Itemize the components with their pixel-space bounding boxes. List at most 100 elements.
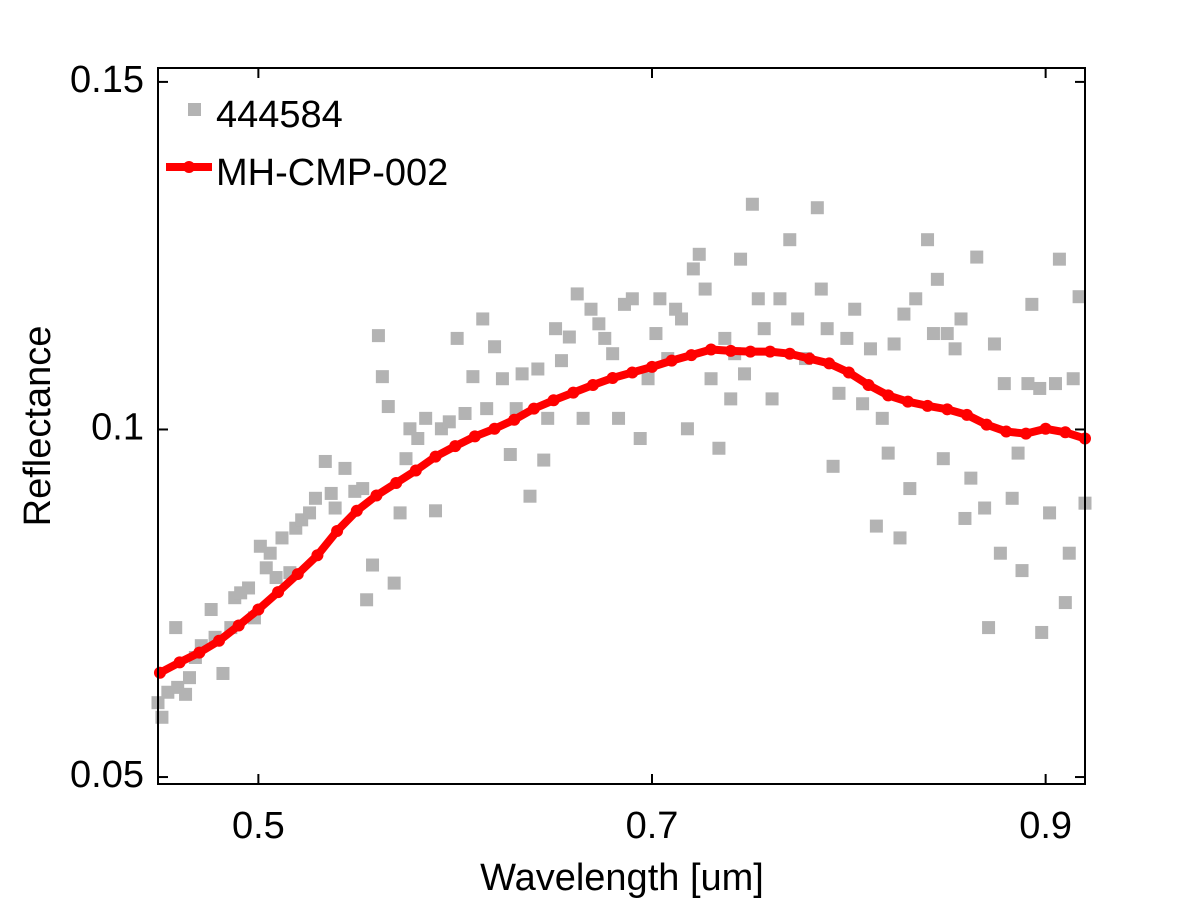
scatter-point xyxy=(161,685,175,699)
scatter-point xyxy=(1058,596,1072,610)
scatter-point xyxy=(863,342,877,356)
scatter-point xyxy=(1066,372,1080,386)
line-marker xyxy=(193,646,206,659)
scatter-point xyxy=(488,340,502,354)
line-marker xyxy=(1019,427,1032,440)
scatter-point xyxy=(356,482,370,496)
scatter-point xyxy=(1033,381,1047,395)
scatter-point xyxy=(954,312,968,326)
scatter-point xyxy=(826,459,840,473)
scatter-point xyxy=(606,347,620,361)
line-marker xyxy=(606,372,619,385)
scatter-point xyxy=(718,331,732,345)
x-tick-label: 0.7 xyxy=(626,805,679,847)
x-tick-label: 0.9 xyxy=(1019,805,1072,847)
scatter-point xyxy=(318,454,332,468)
scatter-point xyxy=(169,621,183,635)
scatter-point xyxy=(982,621,996,635)
scatter-point xyxy=(598,331,612,345)
line-marker xyxy=(449,440,462,453)
line-marker xyxy=(409,464,422,477)
line-marker xyxy=(744,345,757,358)
scatter-point xyxy=(987,337,1001,351)
line-marker xyxy=(331,524,344,537)
scatter-point xyxy=(531,362,545,376)
scatter-point xyxy=(495,372,509,386)
scatter-point xyxy=(641,372,655,386)
plot-frame xyxy=(157,67,1086,785)
scatter-point xyxy=(649,327,663,341)
line-marker xyxy=(842,366,855,379)
scatter-point xyxy=(881,446,895,460)
line-marker xyxy=(291,568,304,581)
scatter-point xyxy=(751,292,765,306)
scatter-point xyxy=(791,312,805,326)
line-marker xyxy=(626,366,639,379)
scatter-point xyxy=(810,201,824,215)
scatter-point xyxy=(848,302,862,316)
line-marker xyxy=(252,603,265,616)
line-marker xyxy=(665,354,678,367)
line-marker xyxy=(527,402,540,415)
scatter-point xyxy=(1043,506,1057,520)
line-marker xyxy=(882,389,895,402)
scatter-point xyxy=(450,331,464,345)
legend-marker xyxy=(183,161,195,173)
scatter-point xyxy=(537,453,551,467)
scatter-point xyxy=(592,317,606,331)
scatter-point xyxy=(680,422,694,436)
y-axis-label: Reflectance xyxy=(17,326,59,527)
scatter-point xyxy=(712,441,726,455)
line-marker xyxy=(350,504,363,517)
scatter-point xyxy=(549,322,563,336)
scatter-point xyxy=(419,411,433,425)
scatter-point xyxy=(893,531,907,545)
scatter-point xyxy=(958,511,972,525)
scatter-point xyxy=(541,411,555,425)
scatter-point xyxy=(1062,546,1076,560)
line-marker xyxy=(901,395,914,408)
line-marker xyxy=(232,619,245,632)
line-marker xyxy=(153,666,166,679)
scatter-point xyxy=(698,282,712,296)
scatter-point xyxy=(381,400,395,414)
scatter-point xyxy=(653,292,667,306)
scatter-point xyxy=(523,489,537,503)
scatter-point xyxy=(692,247,706,261)
scatter-point xyxy=(1048,377,1062,391)
line xyxy=(158,345,1087,677)
scatter-point xyxy=(978,501,992,515)
scatter-point xyxy=(179,687,193,701)
scatter-point xyxy=(970,250,984,264)
scatter-point xyxy=(909,292,923,306)
scatter-point xyxy=(263,546,277,560)
scatter-point xyxy=(399,452,413,466)
line-marker xyxy=(705,343,718,356)
scatter-point xyxy=(1052,252,1066,266)
line-marker xyxy=(488,422,501,435)
scatter-point xyxy=(724,392,738,406)
scatter-point xyxy=(773,292,787,306)
line-marker xyxy=(311,549,324,562)
scatter-point xyxy=(840,331,854,345)
legend-label: MH-CMP-002 xyxy=(216,152,448,194)
scatter-point xyxy=(328,501,342,515)
scatter-point xyxy=(783,233,797,247)
line-marker xyxy=(724,344,737,357)
scatter-point xyxy=(554,354,568,368)
scatter-point xyxy=(926,327,940,341)
line-marker xyxy=(862,378,875,391)
scatter-point xyxy=(515,367,529,381)
scatter-point xyxy=(686,262,700,276)
line-marker xyxy=(823,357,836,370)
scatter-point xyxy=(903,482,917,496)
scatter-point xyxy=(875,411,889,425)
scatter-point xyxy=(765,392,779,406)
scatter-point xyxy=(458,406,472,420)
scatter-point xyxy=(204,603,218,617)
line-marker xyxy=(468,430,481,443)
line-marker xyxy=(941,403,954,416)
scatter-point xyxy=(216,666,230,680)
scatter-point xyxy=(1005,491,1019,505)
scatter-point xyxy=(921,233,935,247)
